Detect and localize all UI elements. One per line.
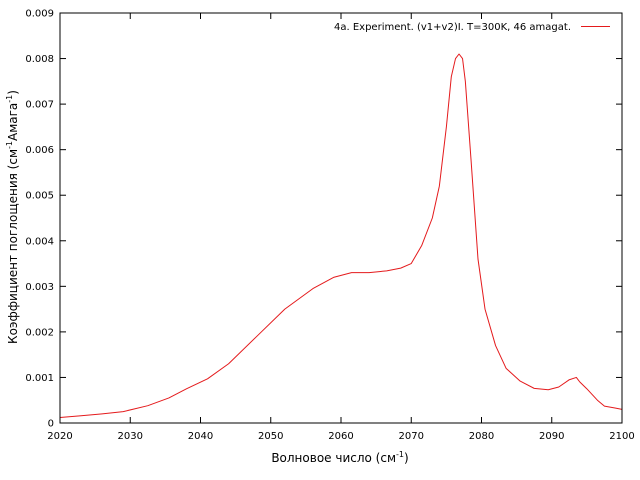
x-tick-label: 2100 [609, 431, 634, 442]
x-axis-label: Волновое число (см-1) [271, 450, 408, 465]
y-tick-label: 0.001 [25, 373, 54, 384]
x-axis-label-sup: -1 [396, 450, 404, 459]
y-tick-label: 0.002 [25, 327, 54, 338]
y-axis-label-main: Коэффициент поглощения (см [6, 149, 20, 344]
series-line [59, 53, 623, 419]
y-tick-label: 0.004 [25, 236, 54, 247]
y-tick-label: 0.008 [25, 54, 54, 65]
x-tick-label: 2070 [399, 431, 424, 442]
x-tick-label: 2040 [188, 431, 213, 442]
x-tick-label: 2050 [258, 431, 283, 442]
y-tick-label: 0.005 [25, 191, 54, 202]
x-tick-label: 2030 [118, 431, 143, 442]
legend: 4a. Experiment. (v1+v2)I. T=300K, 46 ama… [334, 22, 610, 33]
y-tick-label: 0.003 [25, 282, 54, 293]
x-tick-label: 2020 [47, 431, 72, 442]
x-axis-label-tail: ) [404, 451, 409, 465]
x-tick-label: 2090 [539, 431, 564, 442]
y-axis-label-sup1: -1 [5, 141, 14, 149]
y-axis-label-sup2: -1 [5, 95, 14, 103]
y-axis-label: Коэффициент поглощения (см-1Амага-1) [5, 90, 20, 344]
tick-labels: 2020 2030 2040 2050 2060 2070 2080 2090 2100 0 0.0… [25, 9, 634, 443]
x-tick-label: 2060 [328, 431, 353, 442]
y-axis-label-tail: ) [6, 90, 20, 95]
y-tick-label: 0 [48, 419, 54, 430]
legend-label: 4a. Experiment. (v1+v2)I. T=300K, 46 ama… [334, 22, 571, 33]
x-tick-label: 2080 [469, 431, 494, 442]
series-layer [59, 53, 623, 419]
y-tick-label: 0.007 [25, 100, 54, 111]
y-tick-label: 0.006 [25, 145, 54, 156]
axis-ticks [59, 12, 623, 424]
y-tick-label: 0.009 [25, 9, 54, 20]
y-axis-label-mid: Амага [6, 103, 20, 141]
plot-frame [59, 12, 623, 424]
x-axis-label-main: Волновое число (см [271, 451, 396, 465]
